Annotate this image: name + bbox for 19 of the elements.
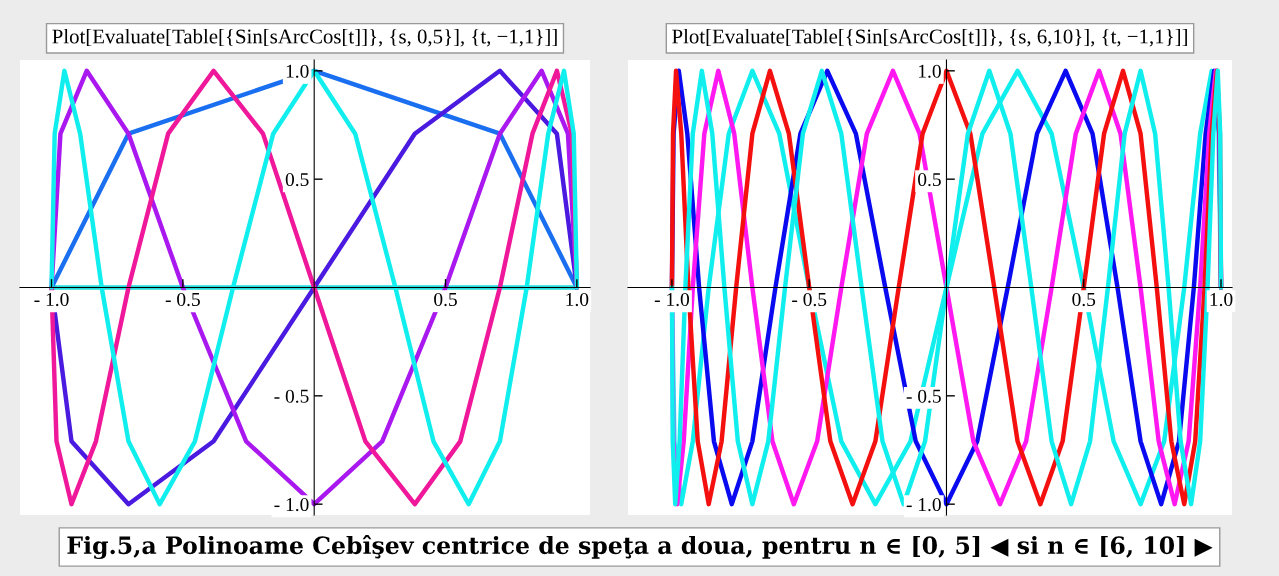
x-tick-label: 0.5 xyxy=(434,292,457,307)
x-tick-label: 1.0 xyxy=(566,292,589,307)
caption: Fig.5,a Polinoame Cebîşev centrice de speţa a doua, pentru n ∈ [0, 5] ◀ si n ∈ [6, 10] ▶ xyxy=(67,534,1213,560)
y-tick-label: - 0.5 xyxy=(274,389,309,403)
y-tick-label: 1.0 xyxy=(919,64,941,78)
chart-title: Plot[Evaluate[Table[{Sin[sArcCos[t]]}, {s, 0,5}], {t, −1,1}]] xyxy=(52,28,557,47)
chart-title: Plot[Evaluate[Table[{Sin[sArcCos[t]]}, {s, 6,10}], {t, −1,1}]] xyxy=(672,28,1187,47)
y-tick-label: - 0.5 xyxy=(906,389,941,403)
y-tick-label: - 1.0 xyxy=(274,497,309,512)
x-tick-label: - 1.0 xyxy=(654,292,690,307)
y-tick-label: 0.5 xyxy=(918,172,941,187)
x-tick-label: - 1.0 xyxy=(34,292,69,307)
y-tick-label: 0.5 xyxy=(285,172,309,187)
x-tick-label: - 0.5 xyxy=(165,292,200,307)
y-tick-label: 1.0 xyxy=(286,64,309,78)
x-tick-label: 0.5 xyxy=(1072,292,1096,307)
x-tick-label: 1.0 xyxy=(1210,292,1233,307)
x-tick-label: - 0.5 xyxy=(792,292,827,307)
y-tick-label: - 1.0 xyxy=(906,497,941,512)
